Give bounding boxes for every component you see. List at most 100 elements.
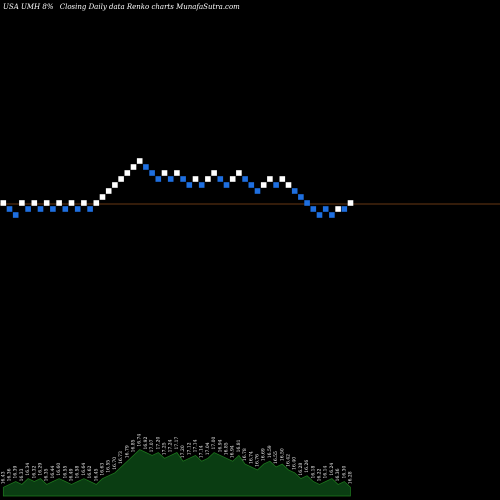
price-label: 16.44 <box>50 465 56 478</box>
renko-brick-up <box>229 176 236 182</box>
price-label: 16.28 <box>298 463 304 476</box>
renko-brick-up <box>211 170 217 176</box>
renko-brick-up <box>174 170 180 176</box>
renko-brick-down <box>217 176 224 182</box>
price-label: 16.85 <box>131 439 137 452</box>
price-label: 16.78 <box>242 448 248 461</box>
renko-brick-down <box>50 206 56 212</box>
price-label: 16.92 <box>143 436 149 449</box>
volume-area-shape <box>2 449 351 497</box>
price-label: 16.14 <box>323 465 329 478</box>
renko-brick-up <box>31 200 38 206</box>
price-labels: 16.43 16.36 16.39 16.33 16.34 16.32 16.29 16.35… <box>0 434 353 485</box>
price-label: 16.55 <box>273 451 279 464</box>
renko-brick-up <box>56 200 62 206</box>
renko-bricks <box>0 158 354 218</box>
renko-brick-down <box>223 182 230 188</box>
price-label: 16.32 <box>31 465 37 478</box>
renko-brick-down <box>310 206 317 212</box>
renko-brick-down <box>186 182 193 188</box>
price-label: 16.94 <box>217 439 223 452</box>
renko-brick-down <box>291 188 298 194</box>
renko-brick-up <box>112 182 118 188</box>
price-label: 17.20 <box>180 445 186 458</box>
renko-brick-up <box>260 182 267 188</box>
price-label: 16.45 <box>93 468 99 481</box>
price-label: 16.49 <box>69 468 75 481</box>
renko-brick-up <box>279 176 286 182</box>
price-label: 16.26 <box>304 460 310 473</box>
renko-brick-down <box>273 182 279 188</box>
price-label: 16.62 <box>87 465 93 478</box>
renko-brick-up <box>136 158 143 164</box>
ticker-label: USA UMH 8% <box>3 3 54 11</box>
renko-brick-up <box>0 200 7 206</box>
price-label: 16.76 <box>255 454 261 467</box>
renko-brick-down <box>180 176 186 182</box>
price-label: 16.74 <box>248 451 254 464</box>
renko-brick-down <box>155 176 162 182</box>
renko-brick-up <box>130 164 137 170</box>
renko-brick-down <box>143 164 149 170</box>
renko-brick-up <box>124 170 131 176</box>
price-label: 16.24 <box>329 463 335 476</box>
price-label: 17.17 <box>174 436 180 449</box>
price-label: 16.30 <box>341 465 347 478</box>
renko-brick-down <box>298 194 304 200</box>
renko-brick-down <box>322 206 329 212</box>
chart-title: USA UMH 8% Closing Daily data Renko char… <box>3 3 240 11</box>
price-label: 17.12 <box>186 442 192 455</box>
price-label: 16.73 <box>118 451 124 464</box>
price-label: 16.81 <box>236 439 242 452</box>
price-label: 16.29 <box>38 463 44 476</box>
renko-brick-down <box>37 206 44 212</box>
renko-brick-down <box>87 206 93 212</box>
price-label: 16.79 <box>124 445 130 458</box>
price-label: 17.25 <box>162 442 168 455</box>
price-label: 17.04 <box>205 442 211 455</box>
price-label: 16.60 <box>56 463 62 476</box>
renko-brick-down <box>304 200 310 206</box>
price-label: 16.69 <box>261 448 267 461</box>
price-label: 16.63 <box>100 463 106 476</box>
price-label: 16.55 <box>106 460 112 473</box>
price-label: 16.59 <box>267 445 273 458</box>
price-label: 16.74 <box>137 434 143 447</box>
price-label: 17.20 <box>155 436 161 449</box>
renko-brick-up <box>192 176 199 182</box>
renko-brick-down <box>198 182 205 188</box>
renko-brick-down <box>248 182 255 188</box>
renko-brick-down <box>167 176 174 182</box>
renko-brick-up <box>105 188 112 194</box>
renko-brick-down <box>6 206 13 212</box>
renko-brick-up <box>19 200 25 206</box>
renko-brick-up <box>267 176 273 182</box>
price-label: 16.70 <box>112 457 118 470</box>
renko-brick-up <box>43 200 50 206</box>
price-label: 16.18 <box>310 465 316 478</box>
price-label: 16.33 <box>19 468 25 481</box>
price-label: 16.85 <box>224 442 230 455</box>
price-label: 16.35 <box>44 468 50 481</box>
price-label: 16.64 <box>81 463 87 476</box>
renko-brick-down <box>12 212 19 218</box>
renko-brick-up <box>68 200 75 206</box>
renko-brick-up <box>285 182 292 188</box>
renko-brick-down <box>25 206 31 212</box>
price-label: 16.94 <box>230 445 236 458</box>
renko-brick-up <box>93 200 100 206</box>
renko-brick-down <box>316 212 323 218</box>
price-label: 17.07 <box>149 439 155 452</box>
price-label: 16.42 <box>286 454 292 467</box>
renko-brick-up <box>161 170 168 176</box>
price-label: 17.14 <box>199 445 205 458</box>
renko-brick-up <box>205 176 211 182</box>
renko-brick-up <box>335 206 341 212</box>
price-label: 16.40 <box>292 457 298 470</box>
volume-area <box>2 449 351 497</box>
renko-brick-up <box>118 176 124 182</box>
renko-brick-down <box>329 212 335 218</box>
price-label: 16.36 <box>335 468 341 481</box>
